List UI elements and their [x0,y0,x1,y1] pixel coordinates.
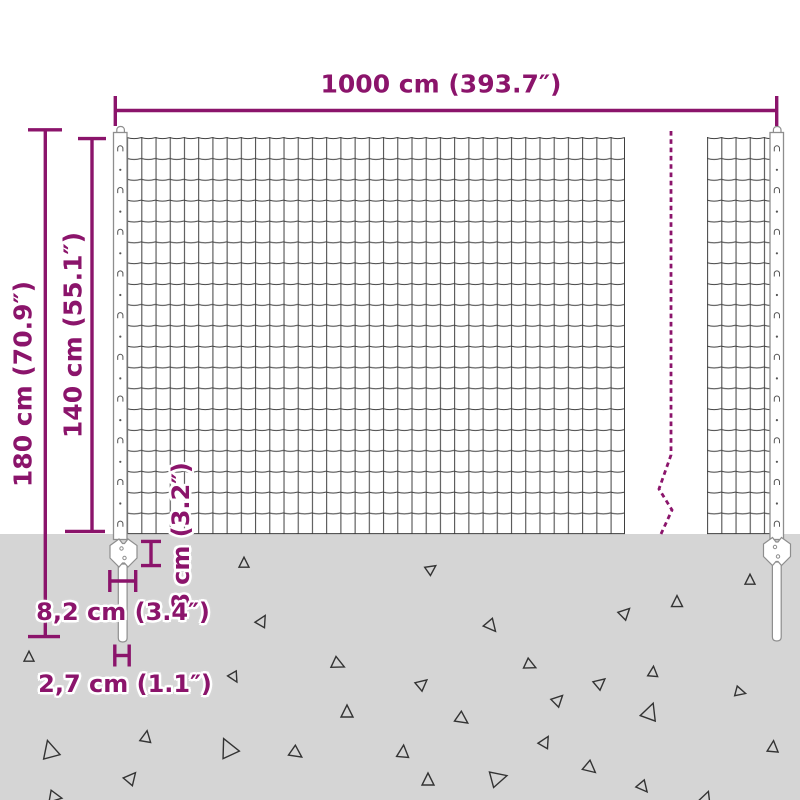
left-mounting-plate [109,538,138,568]
right-ground-spike [771,561,782,642]
plate-height-dimension [141,539,161,568]
spike-width-dimension-label: 2,7 cm (1.1″) [38,670,212,698]
right-mounting-plate [762,536,792,567]
width-dimension-label: 1000 cm (393.7″) [320,69,562,99]
left-ground-spike [117,563,128,643]
total-height-dimension [28,128,62,639]
ground [0,534,800,800]
mesh-height-dimension-label: 140 cm (55.1″) [58,231,88,439]
plate-width-dimension [108,570,138,592]
width-dimension [113,96,779,126]
spike-width-dimension [113,644,131,667]
break-line [657,131,674,535]
plate-height-dimension-label: 8 cm (3.2″) [167,462,195,610]
mesh-height-dimension [65,136,106,534]
fence-mesh-right [707,137,771,534]
total-height-dimension-label: 180 cm (70.9″) [8,280,38,488]
ground-debris-triangles [22,555,780,800]
plate-width-dimension-label: 8,2 cm (3.4″) [36,598,210,626]
post-hooks [117,145,780,527]
fence-mesh-left [127,137,625,534]
